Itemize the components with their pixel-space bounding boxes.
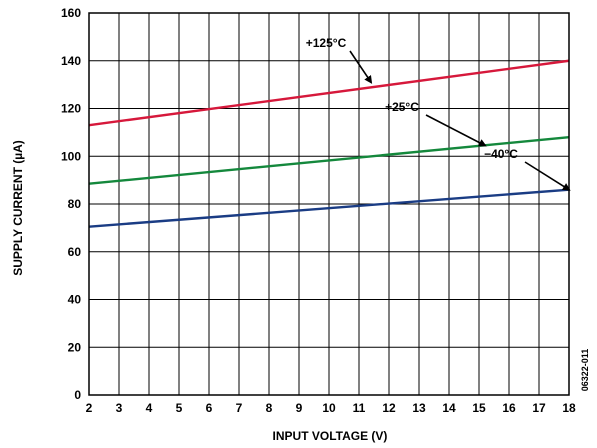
y-tick-label: 160: [61, 6, 81, 20]
series-annotation-label: −40°C: [484, 147, 518, 161]
x-tick-label: 9: [296, 401, 303, 415]
x-tick-label: 11: [353, 401, 366, 415]
y-tick-label: 20: [68, 340, 82, 354]
x-tick-label: 13: [412, 401, 426, 415]
annotation-arrow: [524, 161, 571, 191]
y-tick-label: 0: [74, 388, 81, 402]
y-tick-label: 140: [61, 54, 81, 68]
plot-frame: [88, 12, 570, 396]
x-tick-label: 15: [472, 401, 486, 415]
x-tick-label: 3: [116, 401, 123, 415]
x-tick-label: 12: [382, 401, 396, 415]
annotations: +125°C +25°C −40°C: [306, 36, 571, 191]
series-line: [88, 135, 570, 185]
annotation-arrow: [425, 114, 487, 147]
x-tick-label: 4: [146, 401, 153, 415]
x-axis-title: INPUT VOLTAGE (V): [273, 429, 388, 443]
series-line: [88, 59, 570, 127]
tick-labels: 2 3 4 5 6 7 8 9 10 11 12 13 14 15 16 17 18 0 20 40 60 80 100 12…: [61, 6, 576, 415]
x-tick-label: 10: [322, 401, 336, 415]
series-annotation-label: +125°C: [306, 36, 347, 50]
y-tick-label: 100: [61, 149, 81, 163]
x-tick-label: 14: [442, 401, 456, 415]
series-annotation-label: +25°C: [385, 100, 419, 114]
x-tick-label: 18: [562, 401, 576, 415]
x-tick-label: 6: [206, 401, 213, 415]
y-tick-label: 60: [68, 245, 82, 259]
y-tick-label: 80: [68, 197, 82, 211]
x-tick-label: 7: [236, 401, 243, 415]
series-line: [88, 188, 570, 228]
x-tick-label: 8: [266, 401, 273, 415]
y-tick-label: 120: [61, 102, 81, 116]
y-axis-title: SUPPLY CURRENT (µA): [11, 140, 25, 276]
y-tick-label: 40: [68, 293, 82, 307]
figure-id: 06322-011: [580, 349, 590, 392]
x-tick-label: 2: [86, 401, 93, 415]
x-tick-label: 16: [502, 401, 516, 415]
plot-border: [88, 12, 570, 396]
annotation-arrow: [349, 50, 373, 84]
x-tick-label: 17: [532, 401, 546, 415]
series-lines: [88, 59, 570, 228]
x-tick-label: 5: [176, 401, 183, 415]
